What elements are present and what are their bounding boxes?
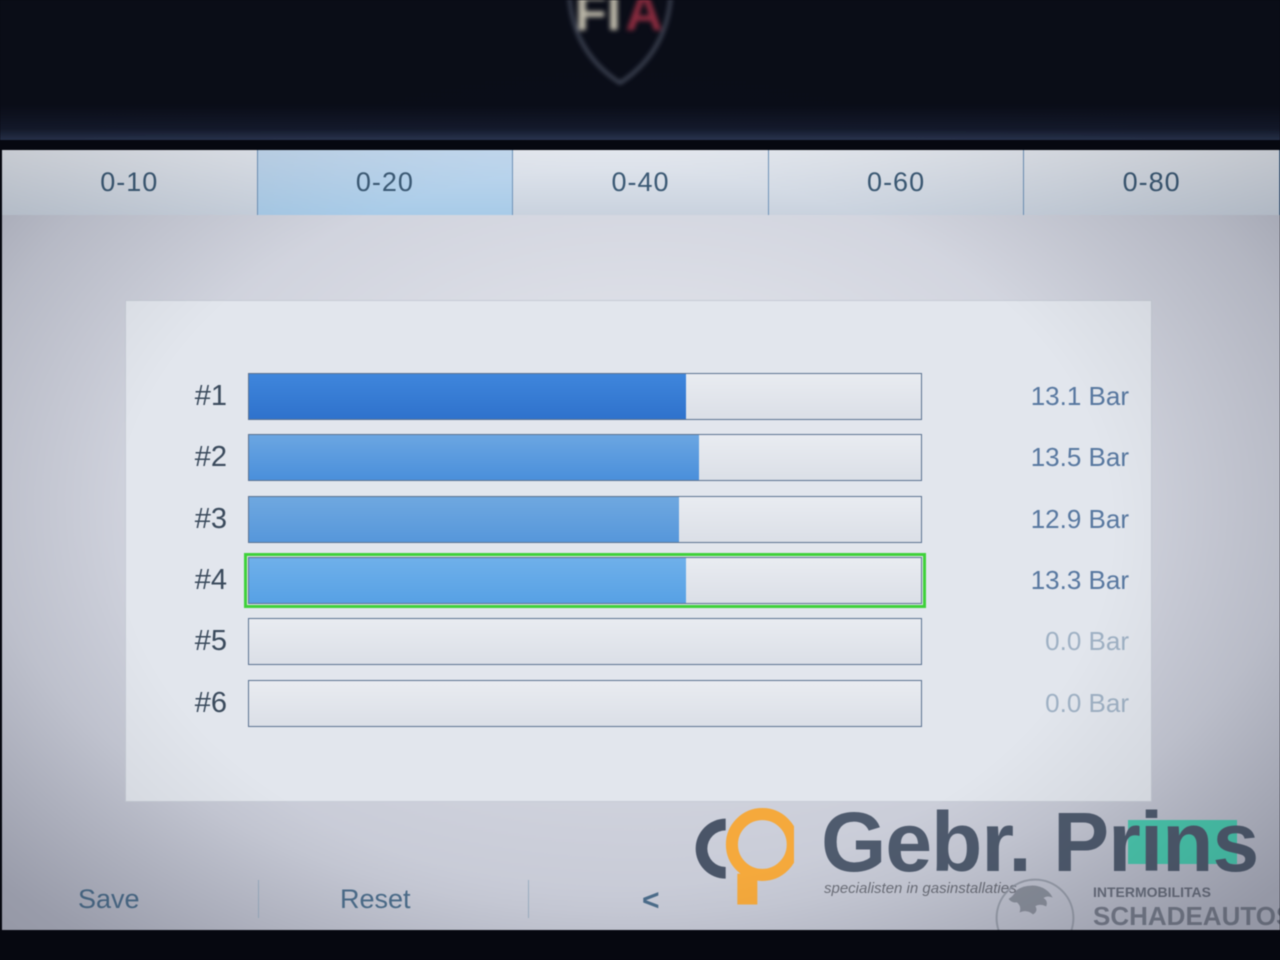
svg-text:A: A — [625, 0, 663, 42]
svg-text:FI: FI — [575, 0, 621, 42]
svg-text:INTERMOBILITAS: INTERMOBILITAS — [1093, 884, 1211, 900]
svg-text:SCHADEAUTOS.NL: SCHADEAUTOS.NL — [1093, 901, 1280, 930]
